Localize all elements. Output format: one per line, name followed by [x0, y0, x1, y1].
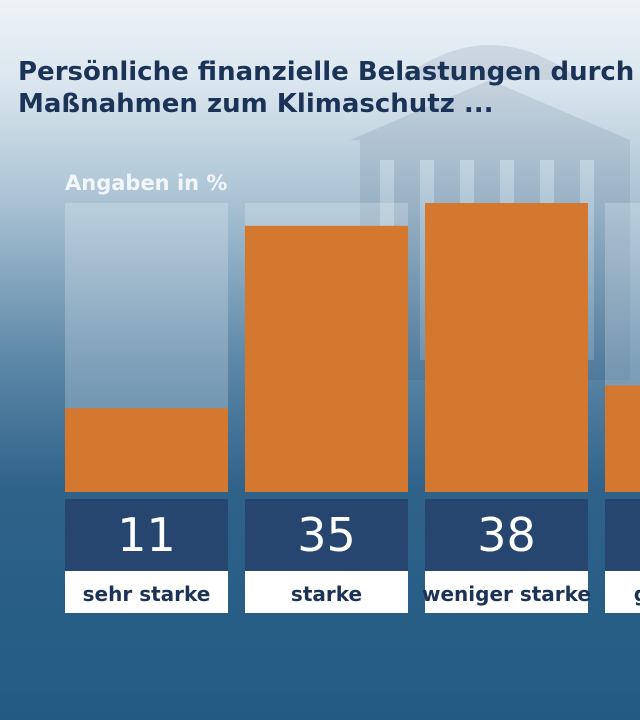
category-label-0: sehr starke	[83, 582, 211, 606]
value-label-1: 35	[297, 508, 356, 562]
category-box-0	[65, 571, 228, 613]
bar-0	[65, 408, 228, 492]
bar-2	[425, 203, 588, 492]
bar-1	[245, 225, 408, 492]
value-label-2: 38	[477, 508, 536, 562]
value-box-0	[65, 499, 228, 571]
category-box-2	[425, 571, 588, 613]
value-label-0: 11	[117, 508, 176, 562]
value-box-3	[605, 499, 640, 571]
bar-3	[605, 385, 640, 492]
value-box-1	[245, 499, 408, 571]
chart-title: Persönliche finanzielle Belastungen durc…	[18, 57, 635, 119]
chart-subtitle: Angaben in %	[65, 171, 228, 195]
value-box-2	[425, 499, 588, 571]
category-label-2: weniger starke	[422, 582, 591, 606]
category-box-3	[605, 571, 640, 613]
category-box-1	[245, 571, 408, 613]
category-label-1: starke	[291, 582, 362, 606]
category-label-3: gar keine	[634, 582, 640, 606]
